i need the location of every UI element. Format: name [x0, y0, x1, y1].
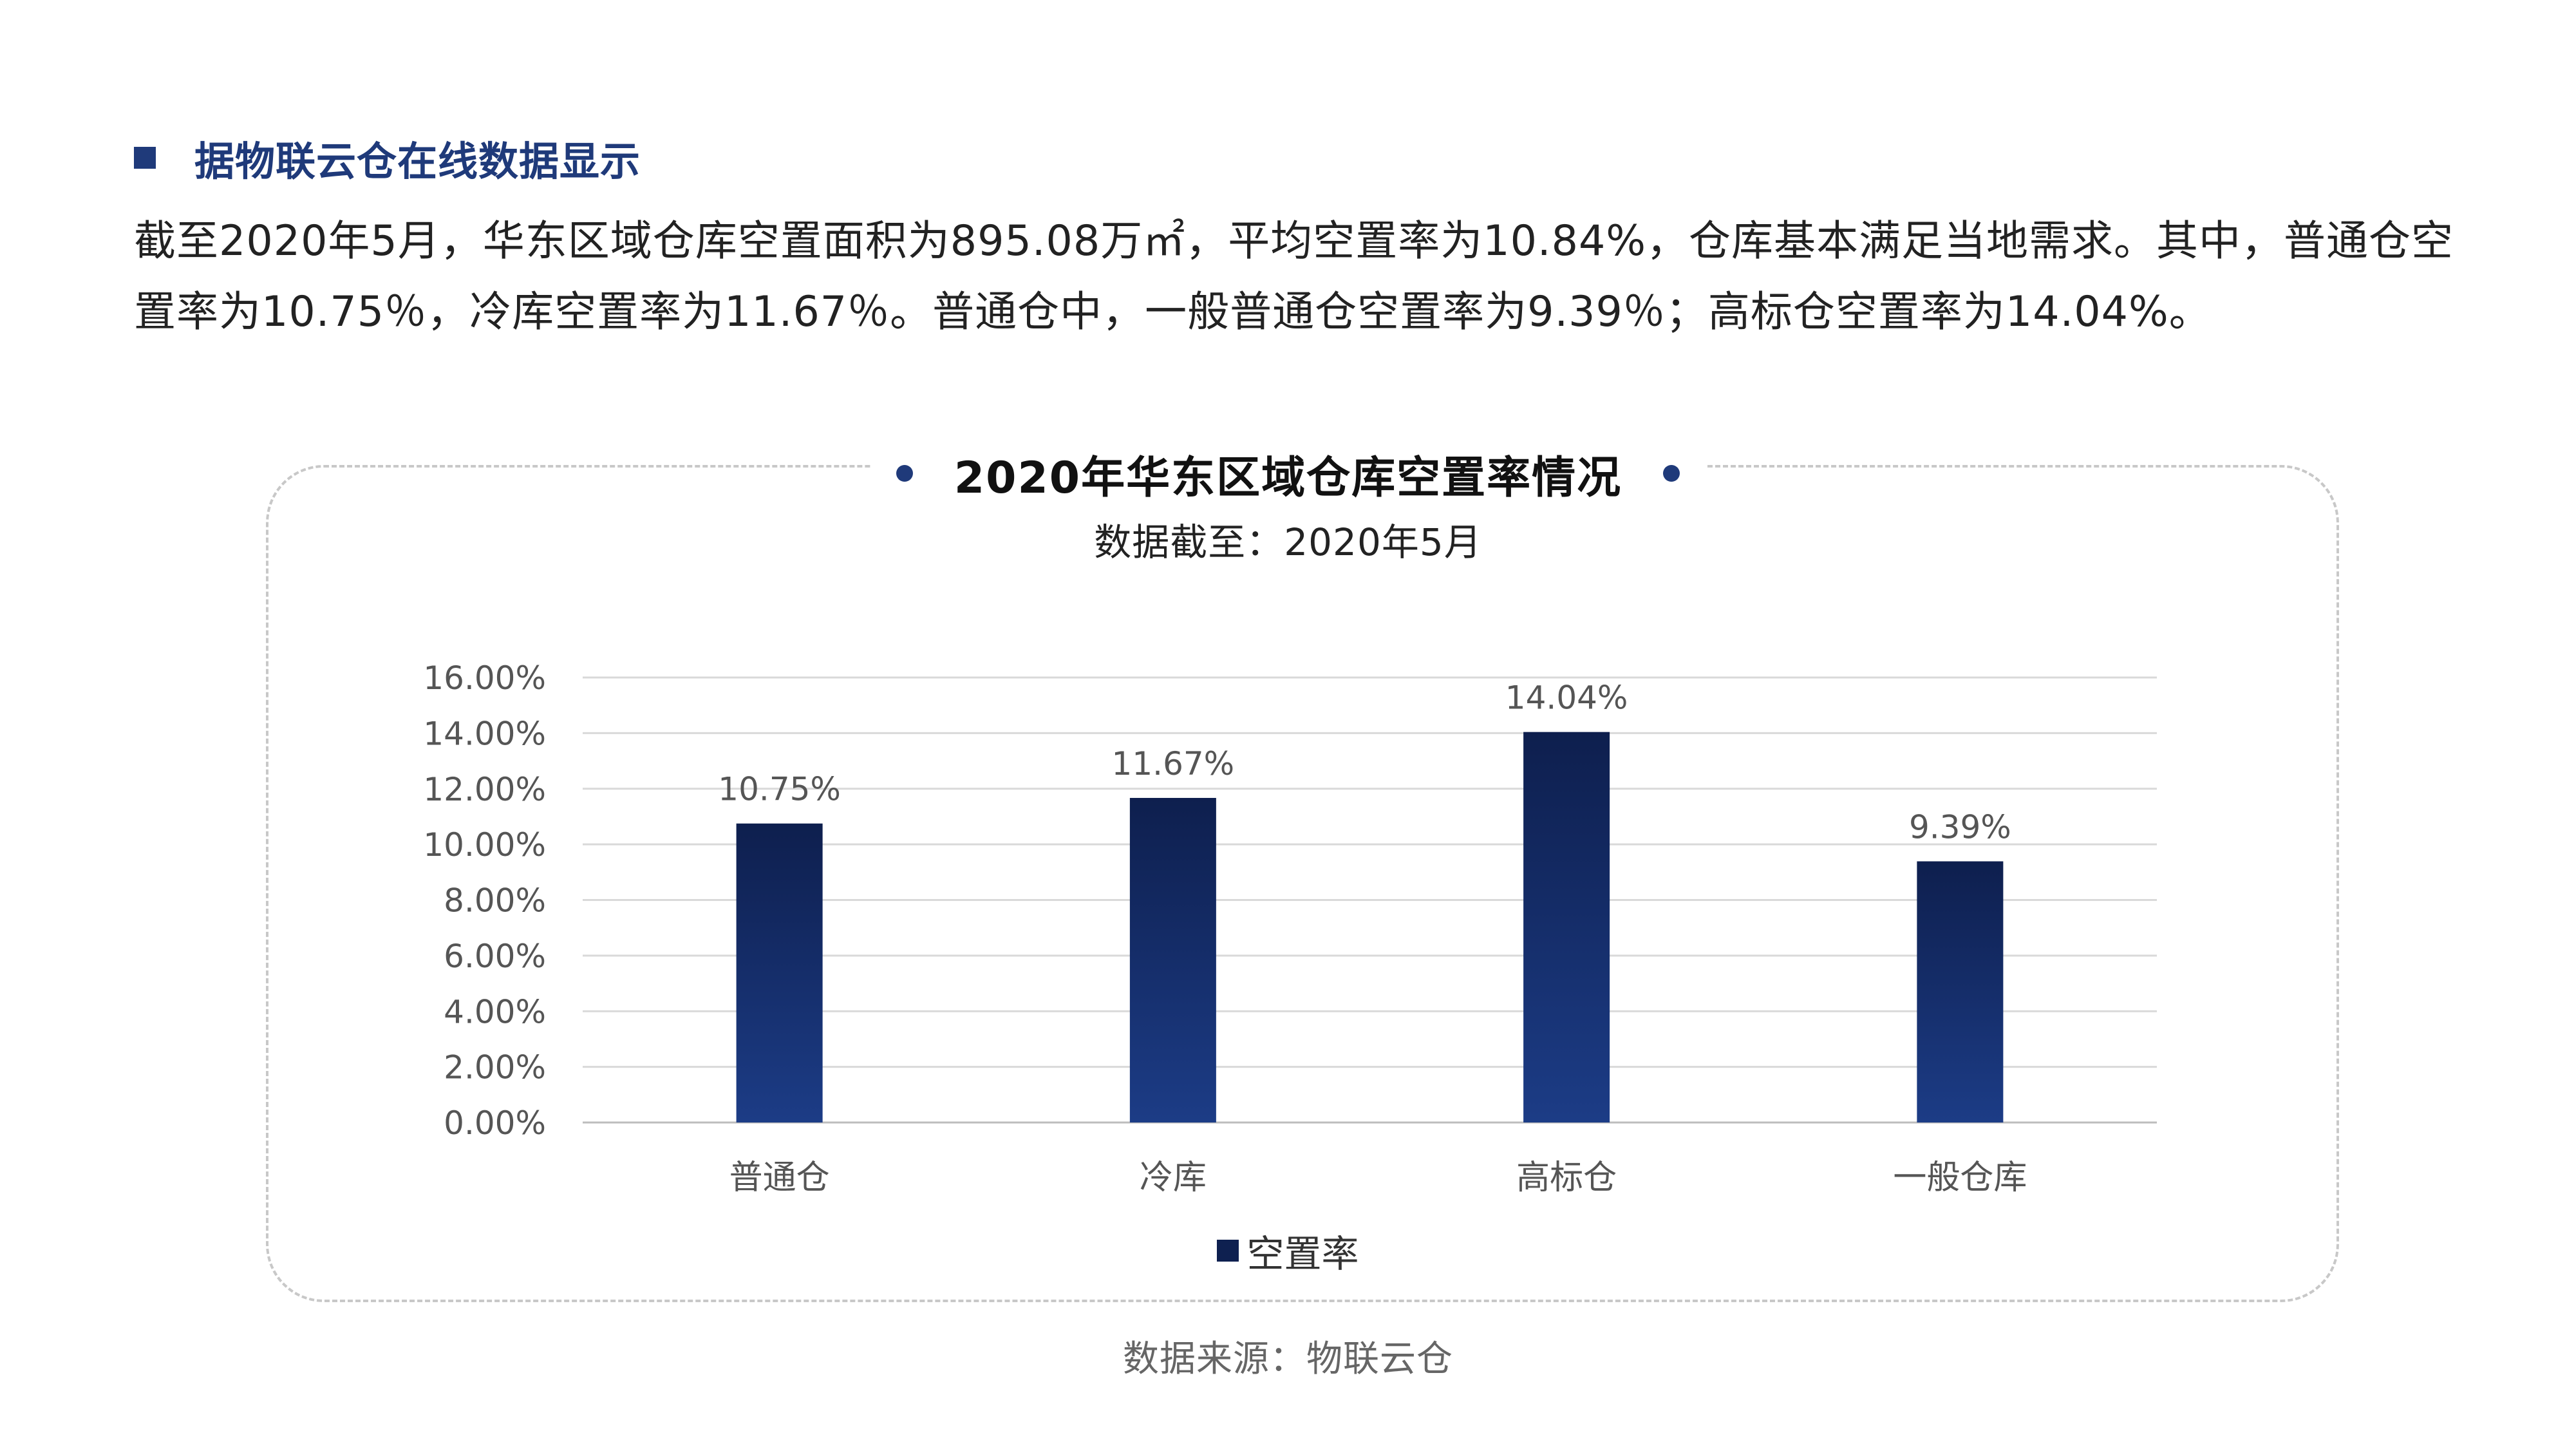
data-label: 9.39% [1909, 808, 2011, 846]
y-tick-label: 2.00% [444, 1049, 546, 1086]
data-source: 数据来源：物联云仓 [1123, 1338, 1453, 1380]
bar [1129, 798, 1216, 1122]
x-tick-label: 冷库 [1140, 1159, 1207, 1197]
bar [736, 823, 823, 1122]
data-label: 14.04% [1505, 679, 1628, 717]
y-tick-label: 6.00% [444, 938, 546, 975]
summary-paragraph: 截至2020年5月，华东区域仓库空置面积为895.08万㎡，平均空置率为10.8… [134, 217, 2454, 336]
square-bullet-icon [134, 147, 156, 169]
legend-label: 空置率 [1246, 1232, 1359, 1276]
x-tick-label: 一般仓库 [1893, 1159, 2027, 1197]
x-tick-label: 普通仓 [729, 1159, 830, 1197]
y-tick-label: 12.00% [423, 771, 546, 808]
x-tick-label: 高标仓 [1516, 1159, 1617, 1197]
data-label: 10.75% [718, 771, 841, 808]
dot-right-icon [1663, 465, 1680, 482]
legend-swatch [1217, 1240, 1239, 1262]
y-tick-label: 16.00% [423, 659, 546, 697]
chart-subtitle: 数据截至：2020年5月 [1094, 520, 1482, 564]
bar [1917, 861, 2004, 1122]
chart-title: 2020年华东区域仓库空置率情况 [954, 452, 1622, 504]
chart-legend: 空置率 [0, 1224, 2576, 1278]
chart-title-row: 2020年华东区域仓库空置率情况 [0, 441, 2576, 506]
section-header: 据物联云仓在线数据显示 [134, 129, 641, 187]
data-label: 11.67% [1112, 745, 1235, 782]
y-tick-label: 8.00% [444, 882, 546, 920]
y-tick-label: 0.00% [444, 1104, 546, 1142]
y-tick-label: 14.00% [423, 715, 546, 752]
dot-left-icon [896, 465, 913, 482]
y-tick-label: 4.00% [444, 993, 546, 1030]
y-tick-label: 10.00% [423, 826, 546, 864]
section-title: 据物联云仓在线数据显示 [194, 138, 641, 185]
bar [1523, 732, 1610, 1122]
